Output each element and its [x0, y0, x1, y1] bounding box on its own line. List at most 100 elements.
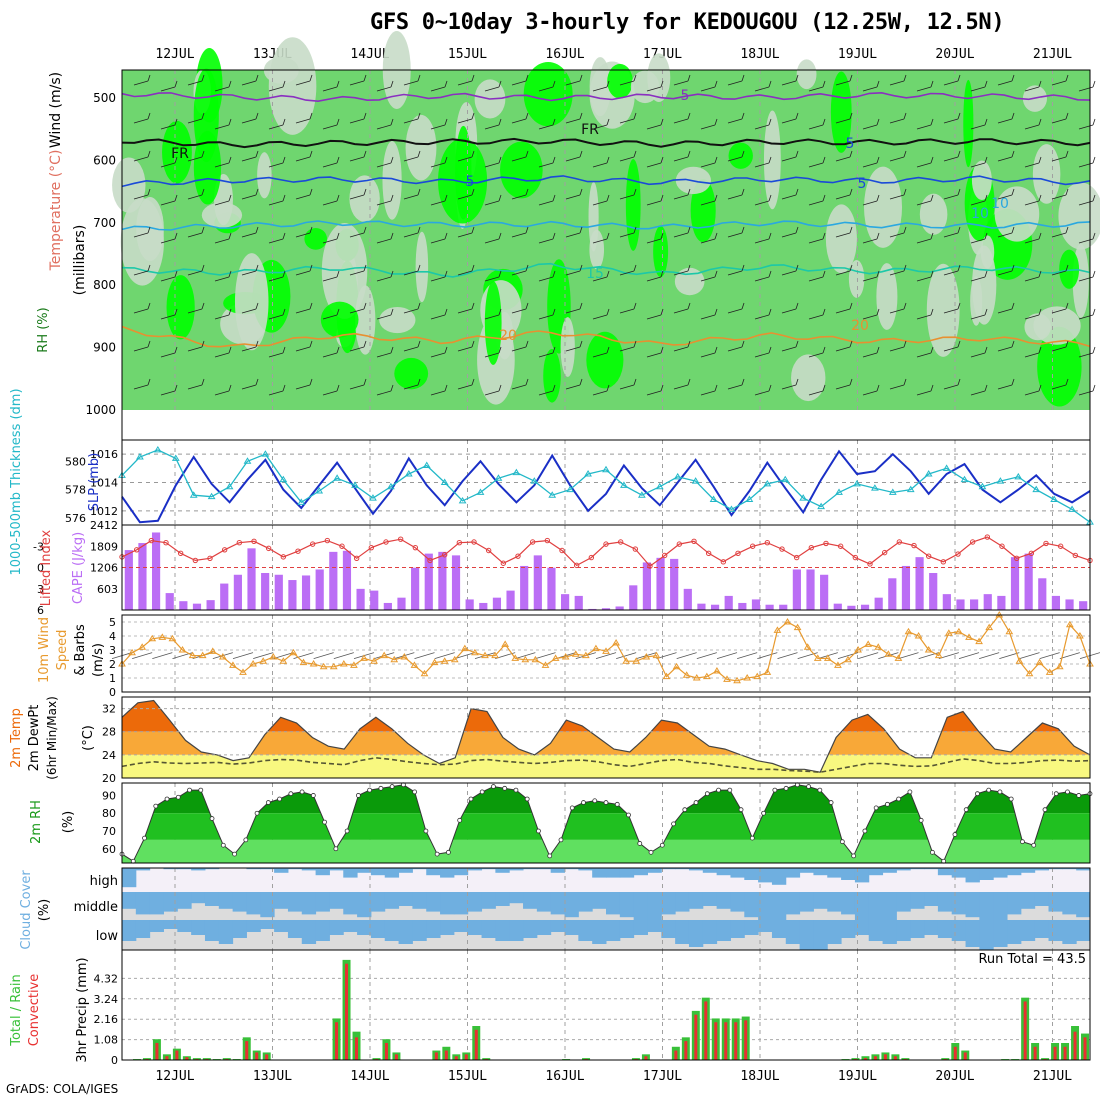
- upper-wind-barb: [619, 308, 635, 314]
- cloud-bar-high: [1048, 868, 1063, 870]
- cape-bar: [411, 567, 420, 610]
- upper-wind-barb-flag: [363, 112, 367, 120]
- upper-wind-barb-flag: [1011, 302, 1015, 310]
- upper-wind-barb-flag: [1038, 346, 1042, 354]
- li-point: [500, 560, 507, 566]
- upper-wind-barb-flag: [741, 226, 745, 234]
- wind-speed-point: [763, 668, 772, 675]
- thickness-point: [637, 491, 646, 498]
- rh-point: [997, 789, 1003, 795]
- wind-speed-point: [874, 643, 883, 650]
- cloud-bar-middle: [204, 892, 220, 906]
- thickness-point: [1032, 485, 1041, 493]
- upper-wind-barb-flag: [849, 74, 853, 82]
- cape-bar: [738, 602, 747, 610]
- rh-point: [153, 803, 159, 809]
- cloud-bar-low: [868, 920, 884, 941]
- wind-speed-point: [471, 648, 479, 656]
- thickness-point: [763, 479, 772, 487]
- upper-wind-barb-flag: [822, 232, 826, 240]
- thickness-point: [584, 470, 592, 477]
- cape-tick-label: 2412: [90, 519, 118, 532]
- upper-wind-barb-flag: [552, 194, 556, 202]
- wind-speed-point: [239, 668, 247, 675]
- wind-speed-point: [955, 627, 963, 635]
- upper-wind-barb: [133, 194, 149, 200]
- upper-wind-barb-flag: [201, 302, 205, 310]
- precip-convective-bar: [883, 1054, 887, 1060]
- upper-wind-barb-flag: [1065, 150, 1069, 158]
- upper-wind-barb: [241, 308, 257, 314]
- wind-speed-point: [551, 654, 560, 661]
- upper-wind-barb: [862, 276, 878, 282]
- wind-speed-point: [894, 654, 903, 661]
- upper-wind-barb: [1051, 156, 1067, 162]
- upper-wind-barb-flag: [849, 188, 853, 196]
- wind-speed-point: [501, 640, 510, 647]
- cloud-bar-low: [771, 920, 787, 938]
- upper-wind-barb: [241, 80, 257, 86]
- cape-bar: [860, 604, 870, 610]
- isotherm-20: [121, 325, 1091, 348]
- cloud-bar-middle: [951, 892, 967, 915]
- surface-wind-barb: [696, 652, 717, 659]
- wind-speed-point: [713, 667, 721, 674]
- upper-wind-barb-flag: [633, 112, 637, 120]
- upper-wind-barb: [538, 352, 554, 358]
- date-label-bottom: 17JUL: [643, 1069, 682, 1084]
- upper-wind-barb-flag: [417, 150, 421, 158]
- upper-wind-barb: [322, 200, 338, 206]
- cloud-bar-middle: [924, 892, 939, 906]
- upper-wind-barb: [565, 308, 581, 314]
- upper-wind-barb-flag: [444, 232, 448, 240]
- wind-speed-point: [602, 647, 610, 654]
- upper-wind-barb-flag: [930, 270, 934, 278]
- cloud-bar-high: [937, 868, 953, 876]
- cloud-bar-high: [246, 868, 261, 870]
- upper-wind-barb-flag: [876, 156, 880, 164]
- rh-point: [783, 785, 789, 791]
- rh-point: [1076, 793, 1082, 798]
- precip-convective-axis-label: Convective: [27, 974, 42, 1047]
- upper-wind-barb-flag: [228, 346, 232, 354]
- upper-wind-barb: [214, 124, 230, 130]
- upper-wind-barb: [214, 162, 230, 168]
- upper-wind-barb-flag: [309, 378, 313, 386]
- upper-wind-barb: [943, 308, 959, 314]
- wind-speed-point: [1055, 662, 1064, 670]
- cloud-bar-high: [536, 868, 552, 870]
- li-point: [808, 544, 815, 551]
- cloud-bar-high: [564, 868, 579, 870]
- upper-wind-barb-flag: [606, 232, 610, 240]
- li-point: [397, 536, 404, 542]
- upper-wind-barb: [187, 308, 203, 314]
- date-label-bottom: 15JUL: [448, 1069, 487, 1084]
- upper-wind-barb: [781, 118, 797, 124]
- upper-wind-barb: [997, 346, 1013, 352]
- rh-point: [716, 787, 721, 793]
- rh-point: [704, 791, 710, 797]
- upper-wind-barb-flag: [444, 308, 448, 316]
- wind-speed-point: [914, 632, 923, 639]
- precip-convective-bar: [644, 1056, 648, 1060]
- upper-wind-barb: [160, 124, 176, 130]
- upper-wind-barb: [997, 384, 1013, 390]
- wind-speed-point: [1035, 658, 1044, 666]
- upper-wind-barb-flag: [1092, 194, 1096, 202]
- upper-wind-barb: [133, 232, 149, 238]
- rh-patch: [162, 120, 192, 184]
- cape-bar: [261, 572, 270, 610]
- li-tick-label: 3: [37, 583, 44, 596]
- upper-wind-barb: [862, 314, 878, 320]
- li-point: [749, 543, 756, 549]
- rh-point: [682, 807, 688, 813]
- thickness-point: [960, 475, 969, 483]
- rh-point: [637, 841, 643, 846]
- upper-wind-barb: [295, 118, 311, 124]
- upper-wind-barb: [943, 118, 959, 124]
- thickness-point: [512, 468, 521, 476]
- upper-wind-barb: [646, 200, 662, 206]
- upper-wind-barb-flag: [741, 264, 745, 272]
- upper-wind-barb-flag: [552, 232, 556, 240]
- cape-bar: [520, 565, 529, 610]
